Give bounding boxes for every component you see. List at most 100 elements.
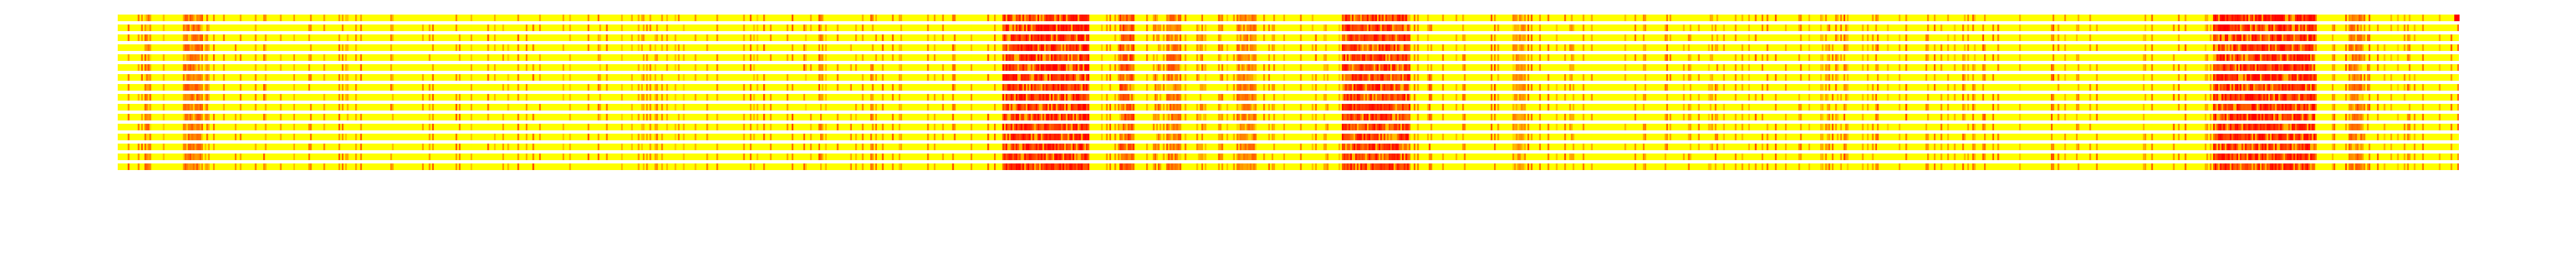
heatmap-cell: [2216, 54, 2218, 61]
heatmap-cell: [1178, 114, 1180, 120]
heatmap-cell: [1071, 44, 1073, 51]
heatmap-cell: [1071, 15, 1073, 21]
heatmap-cell: [1741, 15, 1743, 21]
heatmap-cell: [1401, 24, 1404, 31]
heatmap-cell: [1327, 64, 1329, 71]
heatmap-cell: [360, 15, 362, 21]
heatmap-cell: [163, 94, 165, 101]
heatmap-cell: [1124, 124, 1126, 130]
heatmap-cell: [2270, 84, 2272, 91]
heatmap-cell: [2303, 34, 2306, 41]
heatmap-cell: [1184, 84, 1186, 91]
heatmap-cell: [1401, 74, 1404, 81]
heatmap-cell: [1069, 104, 1071, 111]
heatmap-cell: [1349, 84, 1350, 91]
heatmap-cell: [1393, 44, 1395, 51]
heatmap-cell: [1840, 24, 1842, 31]
heatmap-cell: [1263, 34, 1265, 41]
heatmap-cell: [1040, 15, 1043, 21]
heatmap-cell: [1358, 54, 1360, 61]
heatmap-cell: [1380, 124, 1382, 130]
heatmap-cell: [1464, 34, 1466, 41]
heatmap-cell: [2390, 94, 2392, 101]
heatmap-cell: [163, 104, 165, 111]
heatmap-cell: [2231, 64, 2233, 71]
heatmap-cell: [1539, 54, 1541, 61]
heatmap-cell: [1074, 134, 1076, 140]
heatmap-cell: [2333, 104, 2335, 111]
heatmap-cell: [1132, 24, 1135, 31]
heatmap-cell: [942, 134, 944, 140]
heatmap-cell: [204, 84, 207, 91]
heatmap-cell: [1011, 104, 1013, 111]
heatmap-cell: [743, 94, 745, 101]
heatmap-cell: [1338, 74, 1341, 81]
heatmap-cell: [1056, 94, 1058, 101]
heatmap-cell: [1226, 74, 1228, 81]
heatmap-cell: [870, 15, 872, 21]
heatmap-cell: [1079, 15, 1081, 21]
heatmap-cell: [1059, 104, 1061, 111]
heatmap-cell: [1030, 44, 1033, 51]
heatmap-cell: [1047, 64, 1050, 71]
heatmap-cell: [2450, 64, 2452, 71]
heatmap-cell: [1398, 54, 1401, 61]
heatmap-cell: [1370, 34, 1372, 41]
heatmap-cell: [597, 15, 600, 21]
heatmap-cell: [2253, 94, 2255, 101]
heatmap-cell: [1524, 84, 1526, 91]
heatmap-cell: [2206, 15, 2208, 21]
heatmap-cell: [1220, 134, 1222, 140]
heatmap-cell: [1128, 34, 1130, 41]
heatmap-cell: [933, 124, 936, 130]
heatmap-cell: [1875, 54, 1878, 61]
heatmap-cell: [2288, 124, 2290, 130]
heatmap-cell: [1044, 114, 1046, 120]
heatmap-cell: [1204, 124, 1207, 130]
heatmap-cell: [2226, 34, 2229, 41]
heatmap-cell: [1184, 104, 1186, 111]
heatmap-cell: [2213, 94, 2215, 101]
heatmap-cell: [2089, 94, 2091, 101]
heatmap-cell: [198, 104, 200, 111]
heatmap-cell: [255, 64, 257, 71]
heatmap-cell: [1954, 34, 1956, 41]
heatmap-cell: [810, 124, 812, 130]
heatmap-cell: [1362, 134, 1364, 140]
heatmap-cell: [1131, 54, 1133, 61]
heatmap-cell: [942, 124, 944, 130]
heatmap-cell: [2313, 64, 2315, 71]
heatmap-cell: [1054, 134, 1056, 140]
heatmap-cell: [649, 94, 651, 101]
heatmap-cell: [1395, 74, 1397, 81]
heatmap-cell: [1012, 74, 1015, 81]
heatmap-cell: [1018, 114, 1021, 120]
heatmap-cell: [1517, 94, 1519, 101]
heatmap-cell: [1054, 84, 1056, 91]
heatmap-cell: [1962, 34, 1964, 41]
heatmap-cell: [2295, 94, 2297, 101]
heatmap-cell: [1837, 34, 1839, 41]
heatmap-cell: [1400, 94, 1402, 101]
heatmap-cell: [2253, 24, 2255, 31]
heatmap-cell: [1464, 44, 1466, 51]
heatmap-cell: [1524, 54, 1526, 61]
heatmap-cell: [1430, 84, 1433, 91]
heatmap-cell: [239, 114, 242, 120]
heatmap-cell: [163, 54, 165, 61]
heatmap-cell: [1741, 114, 1743, 120]
heatmap-cell: [1124, 54, 1126, 61]
heatmap-cell: [2264, 94, 2267, 101]
heatmap-cell: [1583, 114, 1585, 120]
heatmap-cell: [141, 54, 143, 61]
heatmap-cell: [2355, 94, 2357, 101]
heatmap-cell: [666, 44, 668, 51]
heatmap-cell: [1417, 74, 1419, 81]
heatmap-cell: [1843, 114, 1846, 120]
heatmap-cell: [2422, 64, 2424, 71]
heatmap-cell: [1877, 114, 1879, 120]
heatmap-cell: [1311, 74, 1313, 81]
heatmap-cell: [1385, 64, 1388, 71]
heatmap-cell: [2309, 24, 2312, 31]
heatmap-cell: [631, 134, 633, 140]
